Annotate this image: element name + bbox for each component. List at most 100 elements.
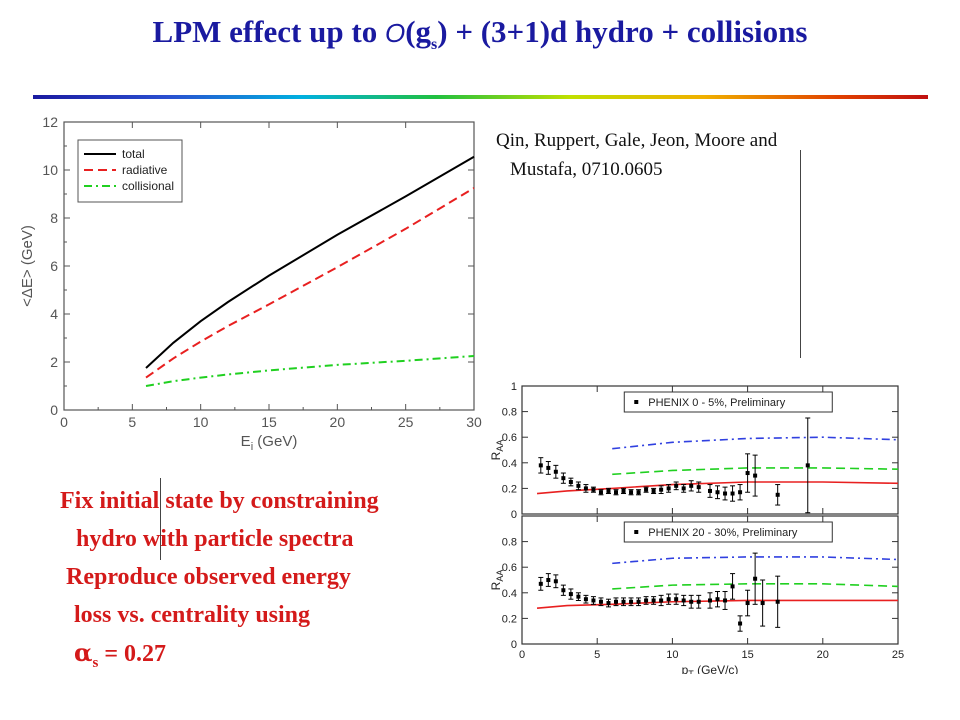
y-tick-label: 0 bbox=[50, 402, 58, 418]
alpha-subscript: s bbox=[92, 654, 99, 671]
x-axis-label: pT (GeV/c) bbox=[682, 663, 739, 674]
y-tick-label: 0.6 bbox=[502, 432, 517, 444]
alpha-symbol: α bbox=[74, 638, 93, 667]
series-line-collisional bbox=[145, 355, 475, 387]
data-point bbox=[715, 490, 720, 495]
data-point bbox=[730, 584, 735, 589]
data-point bbox=[644, 598, 649, 603]
data-point bbox=[561, 476, 566, 481]
data-point bbox=[674, 483, 679, 488]
data-point bbox=[568, 592, 573, 597]
data-point bbox=[674, 597, 679, 602]
data-point bbox=[636, 599, 641, 604]
data-point bbox=[681, 486, 686, 491]
data-point bbox=[666, 486, 671, 491]
data-point bbox=[659, 598, 664, 603]
data-point bbox=[760, 601, 765, 606]
data-point bbox=[723, 598, 728, 603]
model-curve bbox=[536, 481, 899, 495]
data-point bbox=[689, 599, 694, 604]
x-tick-label: 5 bbox=[594, 649, 600, 661]
divider-line bbox=[800, 150, 801, 358]
data-point bbox=[708, 598, 712, 603]
data-point bbox=[583, 597, 588, 602]
data-point bbox=[805, 463, 810, 468]
data-point bbox=[606, 488, 611, 493]
bullet-1-line-2: hydro with particle spectra bbox=[76, 526, 354, 552]
data-point bbox=[598, 599, 603, 604]
bullet-2-line-2: loss vs. centrality using bbox=[74, 602, 311, 628]
alpha-value: = 0.27 bbox=[98, 641, 166, 667]
data-point bbox=[576, 594, 581, 599]
x-tick-label: 30 bbox=[466, 414, 482, 430]
legend-label: collisional bbox=[122, 179, 174, 193]
data-point bbox=[636, 490, 641, 495]
series-line-radiative bbox=[145, 187, 475, 379]
alpha-value-line: αs = 0.27 bbox=[60, 634, 379, 682]
data-point bbox=[666, 597, 671, 602]
x-tick-label: 10 bbox=[666, 649, 678, 661]
citation-line-2: Mustafa, 0710.0605 bbox=[510, 159, 663, 180]
x-tick-label: 15 bbox=[741, 649, 753, 661]
data-point bbox=[621, 599, 626, 604]
data-point bbox=[696, 485, 701, 490]
data-point bbox=[583, 486, 588, 491]
x-tick-label: 20 bbox=[817, 649, 829, 661]
data-point bbox=[659, 487, 664, 492]
data-point bbox=[753, 473, 758, 478]
y-tick-label: 0 bbox=[511, 639, 517, 651]
energy-loss-chart: 0 5 10 15 20 25 30 0 2 4 6 8 10 12 Ei (GeV) <ΔE> (GeV) t… bbox=[20, 114, 482, 453]
panel-frame bbox=[521, 385, 899, 515]
data-point bbox=[568, 480, 573, 484]
legend-label: radiative bbox=[122, 163, 168, 177]
y-tick-label: 0.4 bbox=[502, 588, 517, 600]
data-point bbox=[553, 469, 558, 474]
y-tick-label: 2 bbox=[50, 354, 58, 370]
model-curve bbox=[612, 556, 899, 565]
legend-label: PHENIX 20 - 30%, Preliminary bbox=[648, 527, 798, 539]
bullet-text: Fix initial state by constraining hydro … bbox=[60, 482, 379, 682]
data-point bbox=[538, 581, 543, 586]
data-point bbox=[651, 598, 656, 603]
legend-label: total bbox=[122, 147, 145, 161]
x-tick-label: 15 bbox=[261, 414, 277, 430]
data-point bbox=[644, 487, 649, 492]
legend-box bbox=[623, 521, 833, 543]
y-tick-label: 0.2 bbox=[502, 483, 517, 495]
data-point bbox=[745, 471, 750, 476]
x-tick-label: 20 bbox=[330, 414, 346, 430]
data-point bbox=[651, 488, 656, 493]
citation: Qin, Ruppert, Gale, Jeon, Moore and Must… bbox=[496, 126, 777, 184]
data-point bbox=[745, 601, 750, 606]
series-line-total bbox=[145, 155, 475, 369]
title-underline bbox=[33, 95, 928, 99]
x-tick-label: 10 bbox=[193, 414, 209, 430]
data-point bbox=[629, 599, 634, 604]
legend-label: PHENIX 0 - 5%, Preliminary bbox=[648, 397, 785, 409]
data-point bbox=[546, 465, 551, 470]
bullet-2-line-1: Reproduce observed energy bbox=[66, 564, 351, 590]
model-curve bbox=[612, 436, 899, 450]
y-tick-label: 8 bbox=[50, 210, 58, 226]
title-subscript: s bbox=[431, 36, 438, 54]
data-point bbox=[576, 483, 581, 488]
legend-box bbox=[77, 139, 183, 203]
legend-marker bbox=[634, 530, 639, 534]
legend-box bbox=[623, 391, 833, 413]
title-order-symbol: O bbox=[384, 18, 406, 48]
title-prefix: LPM effect up to bbox=[152, 14, 385, 49]
data-point bbox=[598, 490, 603, 495]
title-suffix: ) + (3+1)d hydro + collisions bbox=[437, 14, 808, 49]
data-point bbox=[715, 597, 720, 602]
y-tick-label: 0.2 bbox=[502, 613, 517, 625]
citation-line-1: Qin, Ruppert, Gale, Jeon, Moore and bbox=[496, 130, 778, 151]
y-tick-label: 10 bbox=[42, 162, 58, 178]
data-point bbox=[614, 490, 618, 495]
data-point bbox=[591, 598, 596, 603]
data-point bbox=[775, 599, 780, 604]
y-tick-label: 0.8 bbox=[502, 407, 517, 419]
data-point bbox=[606, 601, 611, 606]
data-point bbox=[738, 621, 743, 626]
y-axis-label: <ΔE> (GeV) bbox=[20, 225, 36, 307]
